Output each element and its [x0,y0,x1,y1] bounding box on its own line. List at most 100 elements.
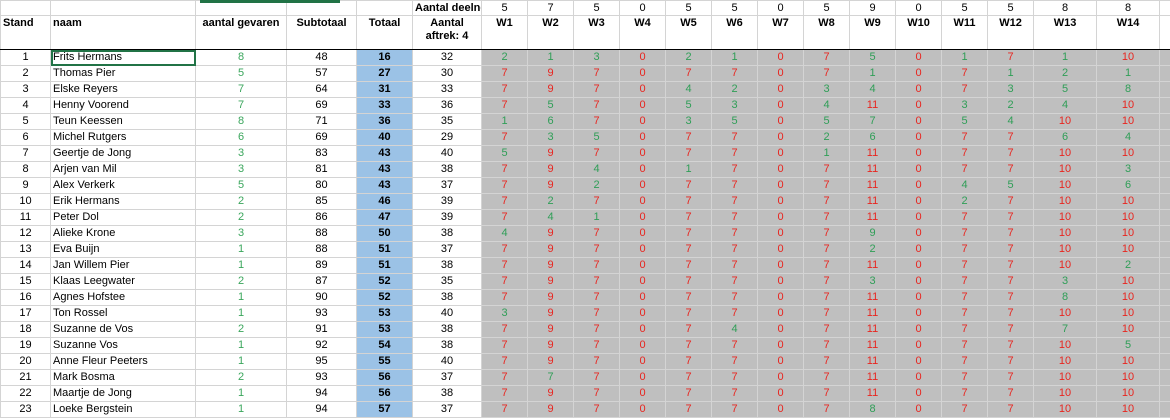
week-cell[interactable]: 0 [757,193,804,210]
week-cell[interactable]: 8 [1159,337,1170,354]
week-cell[interactable]: 0 [757,385,804,402]
week-cell[interactable]: 5 [665,97,712,114]
gevaren-cell[interactable]: 2 [195,273,287,290]
week-cell[interactable]: 7 [481,321,528,338]
week-cell[interactable]: 7 [711,241,758,258]
subtotaal-cell[interactable]: 71 [286,113,357,130]
week-cell[interactable]: 4 [481,225,528,242]
naam-cell[interactable]: Mark Bosma [50,369,196,386]
week-cell[interactable]: 7 [573,225,620,242]
week-cell[interactable]: 1 [573,209,620,226]
week-cell[interactable]: 7 [941,161,988,178]
week-cell[interactable]: 5 [1096,337,1160,354]
totaal-cell[interactable]: 50 [356,225,413,242]
week-cell[interactable]: 6 [527,113,574,130]
naam-cell[interactable]: Alex Verkerk [50,177,196,194]
aftrek-cell[interactable]: 39 [412,193,482,210]
week-cell[interactable]: 7 [481,193,528,210]
week-cell[interactable]: 7 [711,305,758,322]
week-cell[interactable]: 0 [757,65,804,82]
week-cell[interactable]: 10 [1096,369,1160,386]
week-cell[interactable]: 9 [527,289,574,306]
week-cell[interactable]: 2 [481,49,528,66]
week-cell[interactable]: 4 [573,161,620,178]
totaal-cell[interactable]: 27 [356,65,413,82]
week-cell[interactable]: 7 [573,193,620,210]
week-cell[interactable]: 7 [987,337,1034,354]
totaal-cell[interactable]: 43 [356,145,413,162]
week-cell[interactable]: 7 [527,369,574,386]
week-cell[interactable]: 7 [481,289,528,306]
col-header-w7[interactable]: W7 [757,15,804,50]
week-cell[interactable]: 0 [757,97,804,114]
week-cell[interactable]: 9 [527,145,574,162]
week-cell[interactable]: 9 [527,401,574,418]
subtotaal-cell[interactable]: 94 [286,401,357,418]
totaal-cell[interactable]: 36 [356,113,413,130]
col-header-naam[interactable]: naam [50,15,196,50]
aftrek-cell[interactable]: 30 [412,65,482,82]
week-cell[interactable]: 8 [1159,369,1170,386]
week-cell[interactable]: 3 [803,81,850,98]
participants-count-w3[interactable]: 5 [573,0,620,16]
participants-count-w12[interactable]: 5 [987,0,1034,16]
week-cell[interactable]: 0 [895,49,942,66]
week-cell[interactable]: 0 [757,177,804,194]
week-cell[interactable]: 0 [619,193,666,210]
stand-cell[interactable]: 17 [0,305,51,322]
week-cell[interactable]: 7 [573,113,620,130]
col-header-w1[interactable]: W1 [481,15,528,50]
week-cell[interactable]: 0 [619,321,666,338]
stand-cell[interactable]: 1 [0,49,51,66]
col-header-w5[interactable]: W5 [665,15,712,50]
week-cell[interactable]: 1 [527,49,574,66]
week-cell[interactable]: 0 [619,273,666,290]
week-cell[interactable]: 7 [941,385,988,402]
week-cell[interactable]: 7 [481,177,528,194]
week-cell[interactable]: 7 [573,273,620,290]
week-cell[interactable]: 0 [895,273,942,290]
col-header-w6[interactable]: W6 [711,15,758,50]
subtotaal-cell[interactable]: 89 [286,257,357,274]
week-cell[interactable]: 7 [803,385,850,402]
week-cell[interactable]: 8 [1159,401,1170,418]
participants-count-w14[interactable]: 8 [1096,0,1160,16]
stand-cell[interactable]: 16 [0,289,51,306]
week-cell[interactable]: 0 [619,177,666,194]
week-cell[interactable]: 8 [1159,193,1170,210]
aftrek-cell[interactable]: 37 [412,401,482,418]
week-cell[interactable]: 0 [619,49,666,66]
week-cell[interactable]: 0 [757,289,804,306]
week-cell[interactable]: 9 [527,241,574,258]
week-cell[interactable]: 7 [665,401,712,418]
stand-cell[interactable]: 4 [0,97,51,114]
cell[interactable] [356,0,413,16]
gevaren-cell[interactable]: 2 [195,321,287,338]
week-cell[interactable]: 8 [849,401,896,418]
week-cell[interactable]: 11 [849,145,896,162]
week-cell[interactable]: 10 [1096,401,1160,418]
week-cell[interactable]: 2 [941,193,988,210]
naam-cell[interactable]: Anne Fleur Peeters [50,353,196,370]
week-cell[interactable]: 7 [665,257,712,274]
gevaren-cell[interactable]: 7 [195,81,287,98]
week-cell[interactable]: 7 [481,209,528,226]
week-cell[interactable]: 7 [665,305,712,322]
week-cell[interactable]: 7 [481,337,528,354]
totaal-cell[interactable]: 33 [356,97,413,114]
cell[interactable] [50,0,196,16]
week-cell[interactable]: 7 [849,113,896,130]
week-cell[interactable]: 11 [849,289,896,306]
week-cell[interactable]: 3 [711,97,758,114]
week-cell[interactable]: 2 [803,129,850,146]
week-cell[interactable]: 10 [1033,225,1097,242]
week-cell[interactable]: 11 [849,161,896,178]
week-cell[interactable]: 7 [803,225,850,242]
week-cell[interactable]: 7 [941,209,988,226]
stand-cell[interactable]: 23 [0,401,51,418]
week-cell[interactable]: 7 [987,209,1034,226]
week-cell[interactable]: 7 [1033,321,1097,338]
week-cell[interactable]: 0 [895,241,942,258]
participants-count-w11[interactable]: 5 [941,0,988,16]
stand-cell[interactable]: 6 [0,129,51,146]
